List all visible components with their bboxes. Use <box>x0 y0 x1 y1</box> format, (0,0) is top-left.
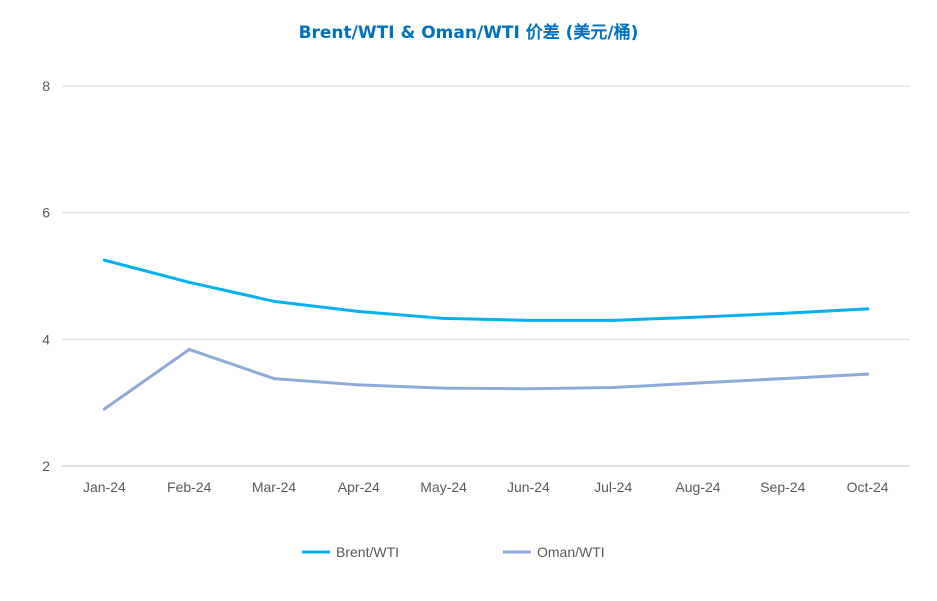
series-line-1 <box>102 347 870 411</box>
chart-title: Brent/WTI & Oman/WTI 价差 (美元/桶) <box>298 23 639 43</box>
x-tick-label: Aug-24 <box>675 479 720 495</box>
legend-label: Brent/WTI <box>336 544 399 560</box>
x-tick-label: Mar-24 <box>252 479 297 495</box>
y-tick-label: 8 <box>42 78 50 94</box>
x-tick-label: Jun-24 <box>507 479 550 495</box>
data-point <box>696 381 700 385</box>
data-point <box>526 387 530 391</box>
legend-label: Oman/WTI <box>537 544 605 560</box>
x-tick-label: Sep-24 <box>760 479 805 495</box>
data-point <box>442 316 446 320</box>
data-point <box>526 318 530 322</box>
data-point <box>781 311 785 315</box>
data-point <box>187 280 191 284</box>
y-tick-label: 6 <box>42 205 50 221</box>
x-tick-label: Apr-24 <box>338 479 380 495</box>
gridlines <box>62 85 910 467</box>
data-point <box>696 315 700 319</box>
series-lines <box>102 258 870 411</box>
data-point <box>357 309 361 313</box>
data-point <box>611 318 615 322</box>
data-point <box>781 377 785 381</box>
x-tick-label: Jul-24 <box>594 479 632 495</box>
data-point <box>102 407 106 411</box>
data-point <box>611 385 615 389</box>
data-point <box>272 299 276 303</box>
data-point <box>866 307 870 311</box>
legend: Brent/WTI Oman/WTI <box>302 544 605 560</box>
x-tick-label: Jan-24 <box>83 479 126 495</box>
x-tick-label: Feb-24 <box>167 479 212 495</box>
data-point <box>102 258 106 262</box>
data-point <box>187 347 191 351</box>
y-tick-label: 2 <box>42 458 50 474</box>
series-line-0 <box>102 258 870 322</box>
data-point <box>357 383 361 387</box>
y-tick-label: 4 <box>42 331 50 347</box>
axes: 2 4 6 8 Jan-24 Feb-24 Mar-24 Apr-24 May-24 Jun-24… <box>42 78 889 495</box>
x-tick-label: May-24 <box>420 479 467 495</box>
data-point <box>866 372 870 376</box>
x-tick-label: Oct-24 <box>847 479 889 495</box>
data-point <box>272 377 276 381</box>
data-point <box>442 386 446 390</box>
